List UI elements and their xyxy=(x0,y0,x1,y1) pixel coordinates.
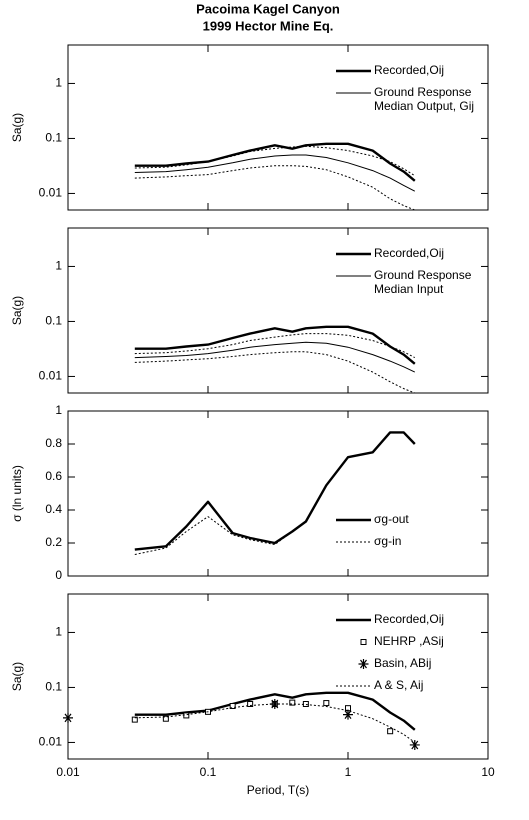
y-axis-label: Sa(g) xyxy=(10,113,24,142)
legend-symbol xyxy=(358,659,369,669)
y-tick-label: 0.01 xyxy=(39,369,63,383)
y-axis-label: σ (ln units) xyxy=(10,465,24,522)
legend-label: σg-out xyxy=(374,512,409,526)
x-tick-label: 0.1 xyxy=(200,765,217,779)
x-tick-label: 1 xyxy=(345,765,352,779)
star-marker xyxy=(63,712,73,723)
legend-label: A & S, Aij xyxy=(374,678,423,692)
plot-frame xyxy=(67,410,489,577)
y-tick-label: 1 xyxy=(55,259,62,273)
legend-label: σg-in xyxy=(374,534,401,548)
series-line xyxy=(134,325,416,365)
series-line xyxy=(134,431,416,555)
square-marker xyxy=(289,699,296,706)
title-line: Pacoima Kagel Canyon xyxy=(196,1,340,16)
y-axis-label: Sa(g) xyxy=(10,296,24,325)
plot-frame xyxy=(67,593,489,760)
y-tick-label: 1 xyxy=(55,403,62,417)
plot-frame xyxy=(67,44,489,211)
y-tick-label: 0.4 xyxy=(45,502,62,516)
star-marker xyxy=(409,739,420,750)
x-tick-label: 0.01 xyxy=(56,765,80,779)
y-tick-label: 0.01 xyxy=(39,735,63,749)
y-tick-label: 1 xyxy=(55,625,62,639)
series-line xyxy=(134,431,416,551)
legend-label: NEHRP ,ASij xyxy=(374,634,444,648)
y-tick-label: 0.8 xyxy=(45,436,62,450)
legend-label: Median Output, Gij xyxy=(374,99,474,113)
square-marker xyxy=(183,712,190,719)
legend-label: Recorded,Oij xyxy=(374,63,444,77)
series-line xyxy=(134,154,416,192)
y-tick-label: 0.1 xyxy=(45,680,62,694)
star-marker xyxy=(343,709,353,720)
legend-label: Recorded,Oij xyxy=(374,612,444,626)
square-marker xyxy=(131,716,138,723)
legend-label: Median Input xyxy=(374,282,444,296)
legend-label: Ground Response xyxy=(374,268,472,282)
x-tick-label: 10 xyxy=(481,765,495,779)
series-line xyxy=(134,703,416,743)
series-line xyxy=(134,691,416,731)
y-tick-label: 0.1 xyxy=(45,131,62,145)
square-marker xyxy=(162,715,169,722)
legend-label: Recorded,Oij xyxy=(374,246,444,260)
y-tick-label: 0.2 xyxy=(45,535,62,549)
series-line xyxy=(134,351,415,394)
y-tick-label: 1 xyxy=(55,76,62,90)
y-tick-label: 0.1 xyxy=(45,314,62,328)
x-axis-label: Period, T(s) xyxy=(247,783,309,797)
legend-label: Basin, ABij xyxy=(374,656,431,670)
square-marker xyxy=(302,701,309,707)
square-marker xyxy=(247,701,254,707)
y-tick-label: 0.6 xyxy=(45,469,62,483)
legend-symbol xyxy=(360,639,367,645)
y-tick-label: 0.01 xyxy=(39,186,63,200)
series-line xyxy=(134,165,415,211)
square-marker xyxy=(323,700,330,707)
square-marker xyxy=(387,728,394,735)
series-line xyxy=(134,145,416,177)
legend-label: Ground Response xyxy=(374,85,472,99)
series-line xyxy=(134,142,416,182)
y-axis-label: Sa(g) xyxy=(10,662,24,691)
plot-frame xyxy=(67,227,489,394)
series-line xyxy=(134,341,416,373)
y-tick-label: 0 xyxy=(55,568,62,582)
series-line xyxy=(134,333,416,359)
title-line: 1999 Hector Mine Eq. xyxy=(203,18,334,33)
square-marker xyxy=(229,702,236,709)
